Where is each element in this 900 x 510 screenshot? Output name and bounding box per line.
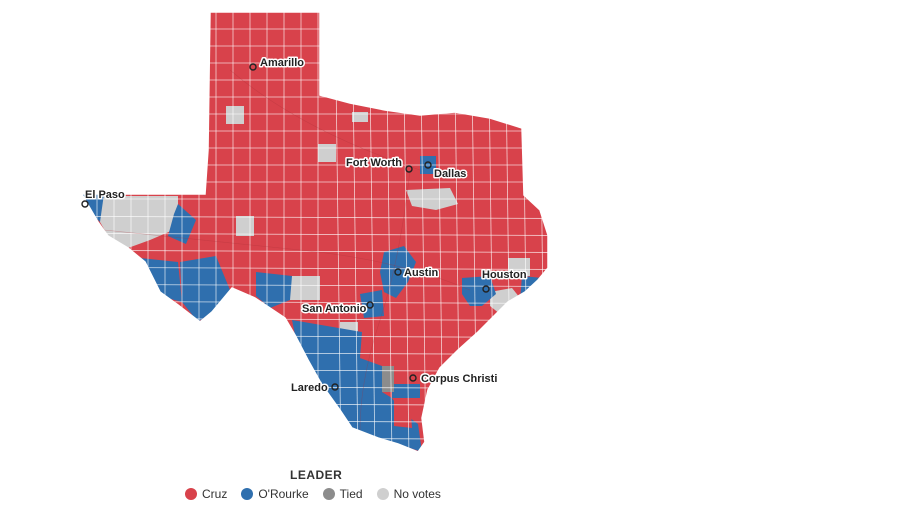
legend-label-tied: Tied xyxy=(339,487,363,501)
city-dallas: Dallas xyxy=(424,161,468,182)
legend-swatch-novotes xyxy=(376,488,389,500)
city-label-dallas: Dallas xyxy=(434,168,466,180)
region-orourke-big-bend xyxy=(140,258,182,302)
city-fort-worth: Fort Worth xyxy=(345,156,413,173)
region-orourke-valverde xyxy=(256,272,292,308)
city-label-austin: Austin xyxy=(404,267,439,279)
texas-county-map: Amarillo Fort Worth Dallas El Paso Austi… xyxy=(81,11,549,453)
region-novotes-coast xyxy=(490,288,520,314)
region-orourke-brewster xyxy=(180,256,230,322)
region-novotes-north xyxy=(352,112,368,122)
legend-title: LEADER xyxy=(290,468,343,482)
city-label-fort-worth: Fort Worth xyxy=(346,157,402,169)
region-novotes-central-2 xyxy=(290,276,320,300)
region-orourke-sanantonio xyxy=(360,290,384,318)
legend-label-cruz: Cruz xyxy=(202,487,228,501)
city-el-paso: El Paso xyxy=(81,188,127,208)
city-label-laredo: Laredo xyxy=(291,382,328,394)
city-amarillo: Amarillo xyxy=(249,56,306,71)
legend-item-orourke: O'Rourke xyxy=(241,487,309,501)
region-novotes-central-1 xyxy=(236,216,254,236)
city-label-houston: Houston xyxy=(482,269,527,281)
region-orourke-houston xyxy=(462,276,496,306)
legend-item-novotes: No votes xyxy=(376,487,441,501)
legend-label-novotes: No votes xyxy=(393,487,441,501)
legend-label-orourke: O'Rourke xyxy=(258,487,309,501)
city-label-san-antonio: San Antonio xyxy=(302,303,367,315)
city-laredo: Laredo xyxy=(290,381,339,396)
region-orourke-coastal-bend xyxy=(392,384,420,398)
legend-swatch-tied xyxy=(322,488,335,500)
city-corpus-christi: Corpus Christi xyxy=(409,372,499,387)
legend-swatch-orourke xyxy=(241,488,254,500)
legend-swatch-cruz xyxy=(185,488,197,500)
region-novotes-panhandle-2 xyxy=(318,144,336,162)
city-label-corpus-christi: Corpus Christi xyxy=(421,373,497,385)
city-houston: Houston xyxy=(481,268,528,293)
region-novotes-east-2 xyxy=(508,258,530,276)
legend-item-cruz: Cruz xyxy=(185,487,227,501)
city-label-amarillo: Amarillo xyxy=(260,57,304,69)
map-legend: LEADER Cruz O'Rourke Tied No votes xyxy=(185,468,455,501)
region-cruz-kenedy xyxy=(394,400,412,428)
city-austin: Austin xyxy=(394,266,440,281)
city-label-el-paso: El Paso xyxy=(85,189,125,201)
region-novotes-panhandle-1 xyxy=(226,106,244,124)
legend-item-tied: Tied xyxy=(322,487,363,501)
region-novotes-west xyxy=(100,196,178,248)
legend-items: Cruz O'Rourke Tied No votes xyxy=(185,487,455,501)
city-san-antonio: San Antonio xyxy=(301,301,374,317)
